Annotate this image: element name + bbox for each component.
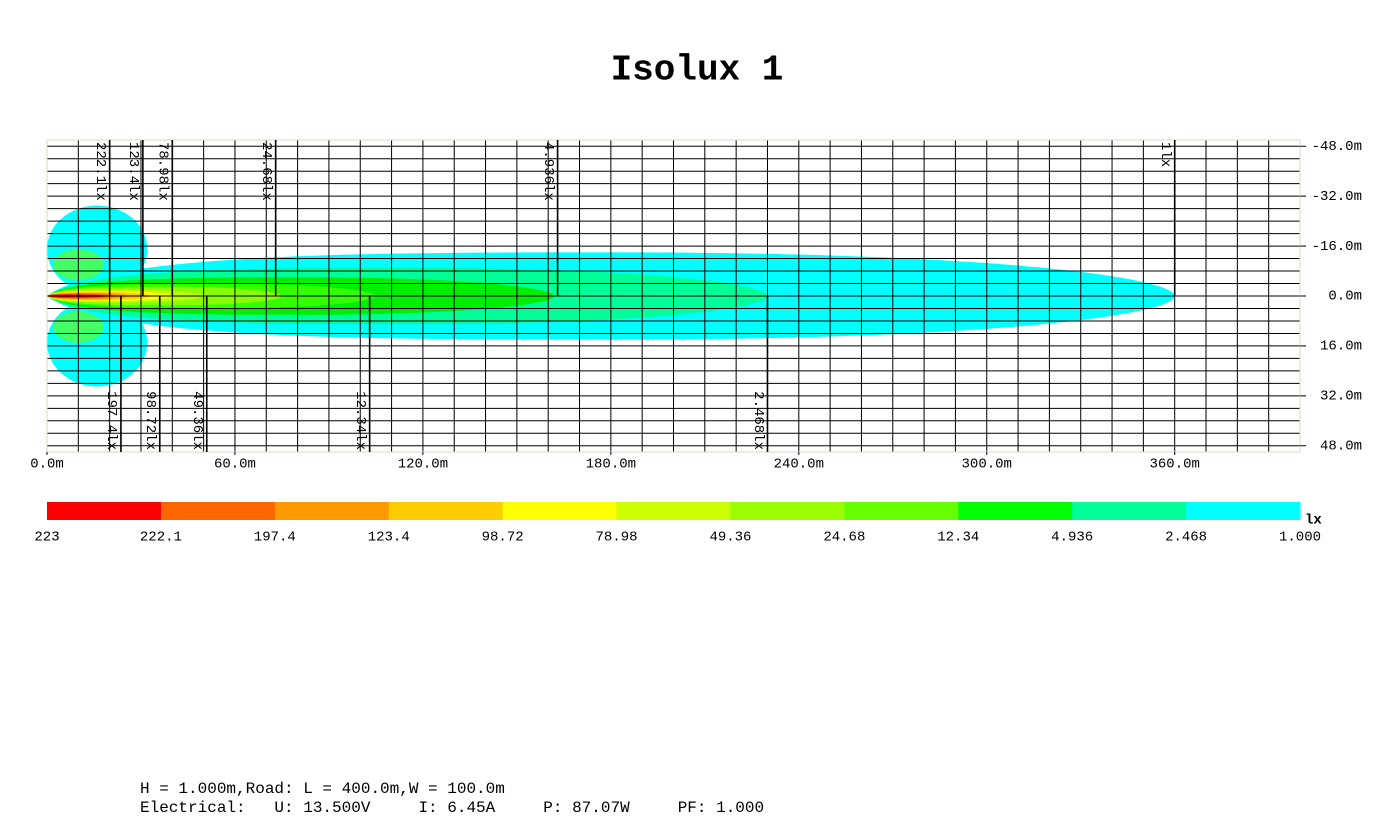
contour-label: 4.936lx <box>540 142 556 201</box>
legend-swatch <box>958 502 1073 520</box>
legend-label: 98.72 <box>482 530 524 546</box>
legend-label: 49.36 <box>709 530 751 546</box>
footer-line: H = 1.000m,Road: L = 400.0m,W = 100.0m <box>140 780 505 798</box>
legend-swatch <box>844 502 959 520</box>
legend-swatch <box>502 502 618 520</box>
legend-label: 222.1 <box>140 530 182 546</box>
legend-swatch <box>616 502 731 520</box>
legend-label: 78.98 <box>596 530 638 546</box>
contour-label: 98.72lx <box>142 391 158 450</box>
x-tick-label: 180.0m <box>586 457 636 473</box>
legend-label: 1.000 <box>1279 530 1321 546</box>
contour-label: 2.468lx <box>750 391 766 450</box>
legend-swatch <box>1186 502 1301 520</box>
legend-swatch <box>47 502 162 520</box>
x-tick-label: 120.0m <box>398 457 448 473</box>
legend-label: 4.936 <box>1051 530 1093 546</box>
x-tick-label: 360.0m <box>1149 457 1199 473</box>
x-tick-label: 60.0m <box>214 457 256 473</box>
legend-label: 12.34 <box>937 530 979 546</box>
legend-swatch <box>388 502 504 520</box>
legend-label: 197.4 <box>254 530 296 546</box>
legend-label: 223 <box>34 530 59 546</box>
y-tick-label: 16.0m <box>1320 339 1362 355</box>
contour-label: 49.36lx <box>189 391 205 450</box>
chart-title: Isolux 1 <box>611 50 784 91</box>
y-tick-label: 0.0m <box>1328 289 1362 305</box>
contour-label: 12.34lx <box>352 391 368 450</box>
contour-label: 78.98lx <box>155 142 171 201</box>
contour-label: 1lx <box>1157 142 1173 167</box>
contour-label: 24.68lx <box>258 142 274 201</box>
legend-unit: lx <box>1305 513 1322 529</box>
contour-label: 222.1lx <box>92 142 108 201</box>
contour-label: 197.4lx <box>103 391 119 450</box>
legend-label: 24.68 <box>823 530 865 546</box>
y-tick-label: 32.0m <box>1320 389 1362 405</box>
legend-swatch <box>160 502 276 520</box>
legend-label: 2.468 <box>1165 530 1207 546</box>
legend-swatch <box>730 502 845 520</box>
legend-label: 123.4 <box>368 530 410 546</box>
legend-swatch <box>274 502 390 520</box>
y-tick-label: -16.0m <box>1312 239 1362 255</box>
contour-label: 123.4lx <box>125 142 141 201</box>
y-tick-label: -48.0m <box>1312 139 1362 155</box>
x-tick-label: 0.0m <box>30 457 64 473</box>
y-tick-label: 48.0m <box>1320 438 1362 454</box>
x-tick-label: 240.0m <box>774 457 824 473</box>
x-tick-label: 300.0m <box>962 457 1012 473</box>
legend-swatch <box>1072 502 1187 520</box>
y-tick-label: -32.0m <box>1312 189 1362 205</box>
footer-line: Electrical: U: 13.500V I: 6.45A P: 87.07… <box>140 799 764 817</box>
